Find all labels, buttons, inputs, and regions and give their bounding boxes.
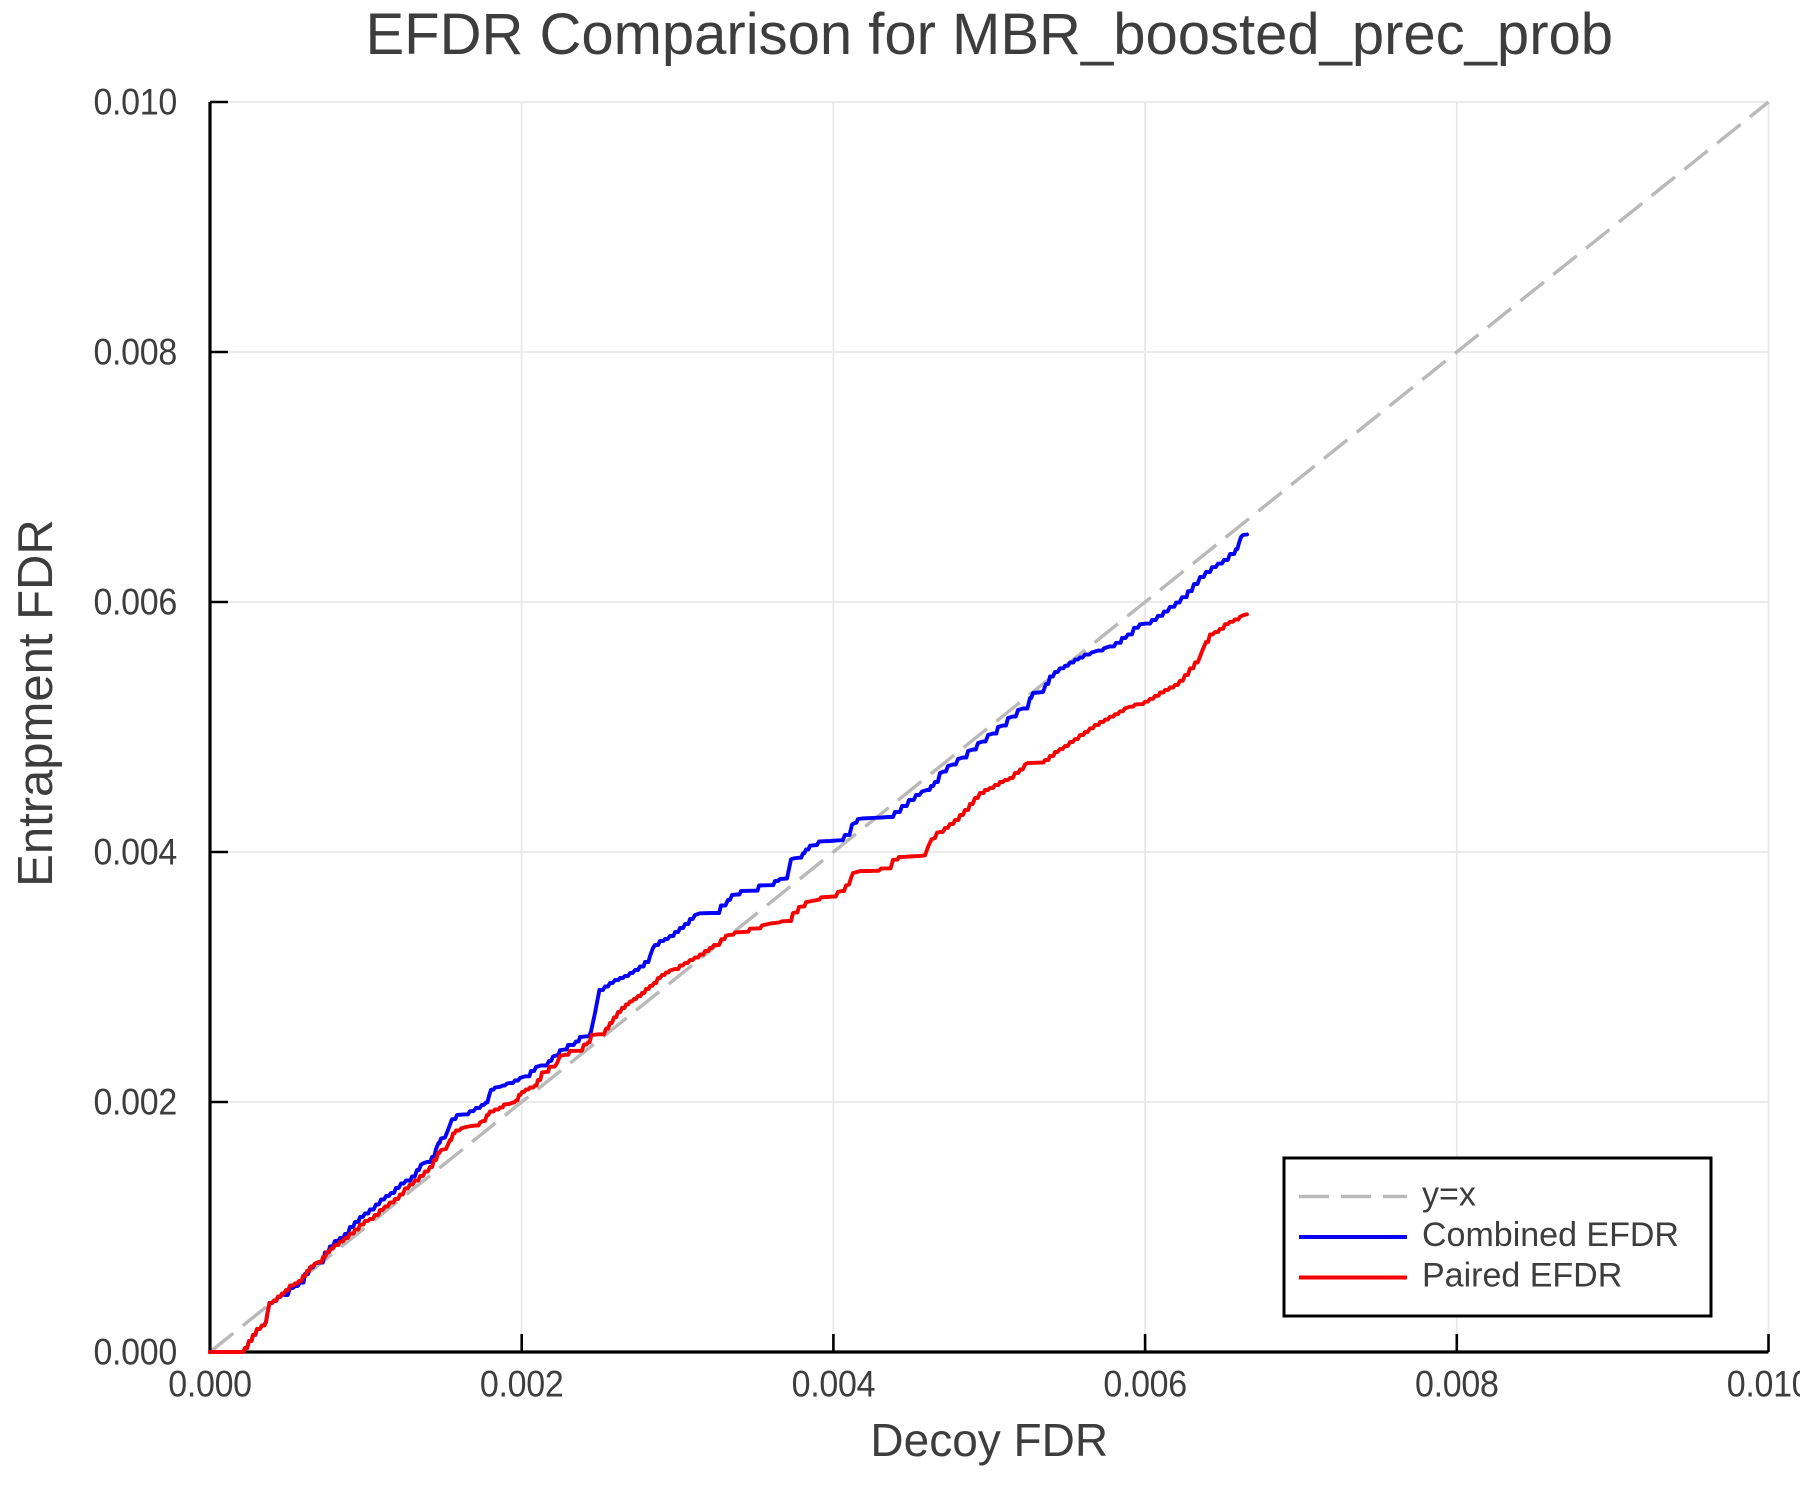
y-tick-label: 0.004 xyxy=(93,833,177,873)
tick-labels: 0.000 0.002 0.004 0.006 0.008 0.010 0.000 0.002… xyxy=(93,83,1800,1405)
y-tick-label: 0.000 xyxy=(93,1333,177,1373)
series-combined xyxy=(208,532,1249,1354)
x-tick-label: 0.000 xyxy=(168,1365,252,1405)
chart-title: EFDR Comparison for MBR_boosted_prec_pro… xyxy=(365,2,1613,67)
x-axis-label: Decoy FDR xyxy=(870,1414,1108,1466)
series-lines xyxy=(208,532,1249,1354)
legend-label: y=x xyxy=(1422,1175,1476,1213)
y-tick-label: 0.008 xyxy=(93,333,177,373)
x-tick-label: 0.010 xyxy=(1727,1365,1800,1405)
y-tick-label: 0.002 xyxy=(93,1083,177,1123)
y-tick-label: 0.006 xyxy=(93,583,177,623)
axes xyxy=(208,100,1770,1354)
x-tick-label: 0.004 xyxy=(792,1365,876,1405)
x-tick-label: 0.002 xyxy=(480,1365,564,1405)
gridlines xyxy=(210,101,1770,1352)
x-tick-label: 0.006 xyxy=(1103,1365,1187,1405)
y-tick-label: 0.010 xyxy=(93,83,177,123)
legend-label: Paired EFDR xyxy=(1422,1256,1622,1294)
legend-label: Combined EFDR xyxy=(1422,1216,1679,1254)
y-axis-label: Entrapment FDR xyxy=(9,519,63,887)
x-tick-label: 0.008 xyxy=(1415,1365,1499,1405)
series-paired xyxy=(208,612,1249,1354)
identity-line xyxy=(208,100,1770,1354)
y-equals-x-line xyxy=(208,100,1770,1354)
